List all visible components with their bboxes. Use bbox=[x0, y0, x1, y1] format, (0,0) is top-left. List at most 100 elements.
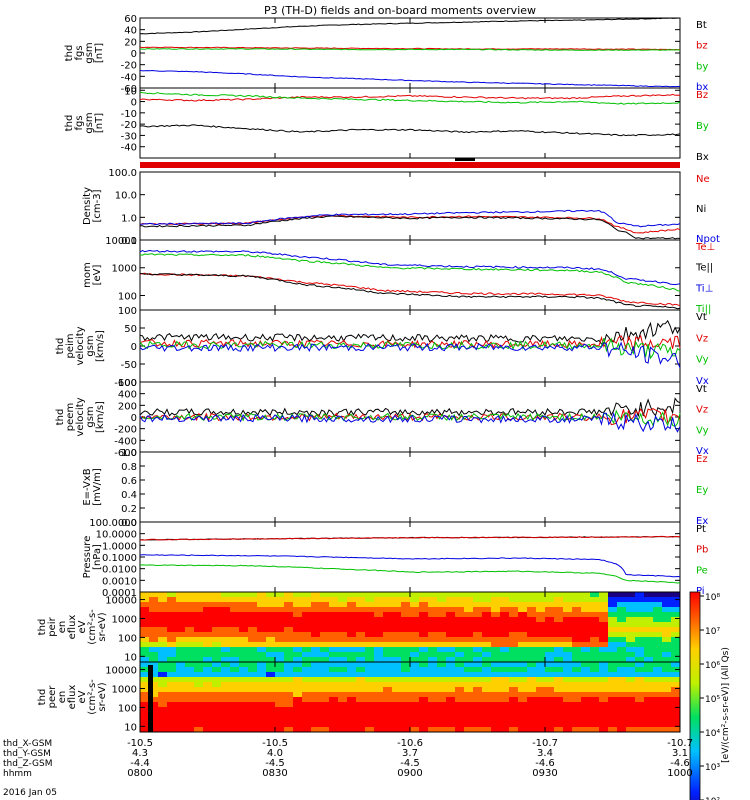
heatmap-cell bbox=[509, 667, 519, 673]
heatmap-cell bbox=[500, 717, 510, 723]
heatmap-cell bbox=[293, 712, 303, 718]
heatmap-cell bbox=[527, 672, 537, 678]
ylabel-line: [nT] bbox=[94, 43, 105, 63]
heatmap-cell bbox=[509, 632, 519, 638]
heatmap-cell bbox=[392, 617, 402, 623]
heatmap-cell bbox=[671, 627, 681, 633]
heatmap-cell bbox=[608, 692, 618, 698]
legend-density-2: Npot bbox=[696, 234, 720, 245]
heatmap-cell bbox=[230, 622, 240, 628]
ephemeris-row-label: thd_X-GSM bbox=[3, 739, 52, 749]
heatmap-cell bbox=[437, 692, 447, 698]
heatmap-cell bbox=[347, 697, 357, 703]
heatmap-cell bbox=[419, 607, 429, 613]
heatmap-cell bbox=[446, 712, 456, 718]
heatmap-cell bbox=[590, 647, 600, 653]
heatmap-cell bbox=[302, 647, 312, 653]
y-tick-label: 0 bbox=[131, 342, 137, 353]
heatmap-cell bbox=[653, 647, 663, 653]
heatmap-cell bbox=[635, 712, 645, 718]
heatmap-cell bbox=[158, 652, 168, 658]
heatmap-cell bbox=[590, 592, 600, 598]
heatmap-cell bbox=[419, 637, 429, 643]
heatmap-cell bbox=[599, 632, 609, 638]
heatmap-cell bbox=[608, 702, 618, 708]
heatmap-cell bbox=[383, 657, 393, 663]
heatmap-cell bbox=[356, 657, 366, 663]
ephemeris-axis: thd_X-GSMthd_Y-GSMthd_Z-GSMhhmm-10.54.3-… bbox=[3, 738, 693, 779]
heatmap-cell bbox=[311, 652, 321, 658]
heatmap-cell bbox=[545, 637, 555, 643]
heatmap-cell bbox=[320, 687, 330, 693]
heatmap-cell bbox=[203, 727, 213, 733]
heatmap-cell bbox=[653, 652, 663, 658]
heatmap-cell bbox=[410, 682, 420, 688]
heatmap-cell bbox=[401, 702, 411, 708]
heatmap-cell bbox=[491, 607, 501, 613]
heatmap-cell bbox=[554, 627, 564, 633]
heatmap-cell bbox=[239, 607, 249, 613]
heatmap-cell bbox=[662, 687, 672, 693]
heatmap-cell bbox=[572, 712, 582, 718]
heatmap-cell bbox=[617, 692, 627, 698]
heatmap-cell bbox=[203, 702, 213, 708]
heatmap-cell bbox=[257, 627, 267, 633]
heatmap-cell bbox=[275, 622, 285, 628]
heatmap-cell bbox=[563, 637, 573, 643]
heatmap-cell bbox=[374, 727, 384, 733]
heatmap-cell bbox=[491, 592, 501, 598]
heatmap-cell bbox=[401, 712, 411, 718]
heatmap-cell bbox=[626, 627, 636, 633]
heatmap-cell bbox=[455, 712, 465, 718]
heatmap-cell bbox=[527, 622, 537, 628]
heatmap-cell bbox=[311, 672, 321, 678]
heatmap-cell bbox=[617, 722, 627, 728]
heatmap-cell bbox=[230, 692, 240, 698]
heatmap-cell bbox=[500, 687, 510, 693]
heatmap-cell bbox=[464, 712, 474, 718]
heatmap-cell bbox=[149, 727, 159, 733]
heatmap-cell bbox=[293, 707, 303, 713]
heatmap-cell bbox=[635, 607, 645, 613]
heatmap-cell bbox=[572, 677, 582, 683]
heatmap-cell bbox=[491, 652, 501, 658]
heatmap-cell bbox=[464, 652, 474, 658]
heatmap-cell bbox=[275, 602, 285, 608]
heatmap-cell bbox=[464, 707, 474, 713]
heatmap-cell bbox=[347, 627, 357, 633]
heatmap-cell bbox=[419, 687, 429, 693]
heatmap-cell bbox=[464, 642, 474, 648]
heatmap-cell bbox=[239, 612, 249, 618]
heatmap-cell bbox=[482, 682, 492, 688]
heatmap-cell bbox=[149, 702, 159, 708]
heatmap-cell bbox=[428, 652, 438, 658]
heatmap-cell bbox=[563, 672, 573, 678]
heatmap-cell bbox=[257, 652, 267, 658]
heatmap-cell bbox=[392, 612, 402, 618]
heatmap-cell bbox=[365, 607, 375, 613]
heatmap-cell bbox=[527, 632, 537, 638]
heatmap-cell bbox=[392, 642, 402, 648]
y-tick-label: 600 bbox=[118, 378, 137, 389]
heatmap-cell bbox=[644, 632, 654, 638]
heatmap-cell bbox=[383, 707, 393, 713]
heatmap-cell bbox=[248, 627, 258, 633]
heatmap-cell bbox=[338, 627, 348, 633]
heatmap-cell bbox=[167, 697, 177, 703]
heatmap-cell bbox=[365, 667, 375, 673]
heatmap-cell bbox=[302, 677, 312, 683]
heatmap-cell bbox=[662, 602, 672, 608]
heatmap-cell bbox=[500, 622, 510, 628]
heatmap-cell bbox=[545, 722, 555, 728]
heatmap-cell bbox=[212, 682, 222, 688]
heatmap-cell bbox=[590, 707, 600, 713]
y-tick-label: 0 bbox=[131, 98, 137, 109]
ephemeris-row-label: hhmm bbox=[3, 769, 32, 779]
heatmap-cell bbox=[473, 642, 483, 648]
y-tick-label: 100 bbox=[118, 291, 137, 302]
heatmap-cell bbox=[383, 717, 393, 723]
heatmap-cell bbox=[392, 682, 402, 688]
heatmap-cell bbox=[464, 622, 474, 628]
heatmap-cell bbox=[500, 677, 510, 683]
heatmap-cell bbox=[410, 642, 420, 648]
